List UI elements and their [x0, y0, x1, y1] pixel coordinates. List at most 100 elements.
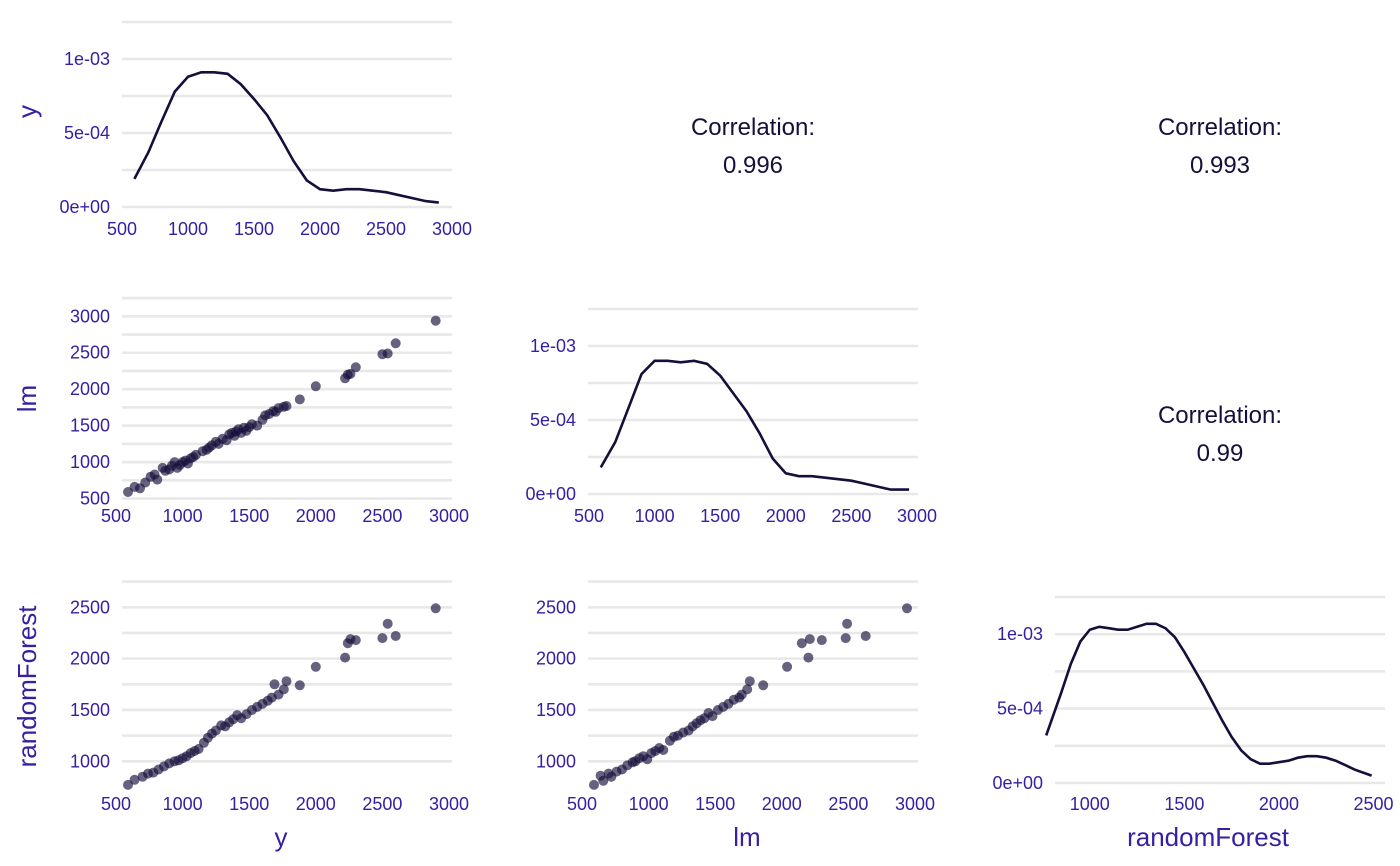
scatter-point [758, 680, 769, 691]
x-tick-label: 1500 [229, 794, 269, 814]
x-tick-label: 2500 [828, 794, 868, 814]
y-tick-label: 1000 [70, 751, 110, 771]
x-tick-label: 3000 [429, 794, 469, 814]
correlation-label: Correlation: [691, 114, 815, 141]
x-tick-label: 2000 [766, 506, 806, 526]
y-tick-label: 2000 [70, 379, 110, 399]
x-tick-label: 2000 [1259, 794, 1299, 814]
x-tick-label: 500 [101, 794, 131, 814]
x-tick-label: 3000 [432, 219, 472, 239]
scatter-point [902, 603, 912, 614]
scatter-point [658, 745, 669, 755]
y-tick-label: 5e-04 [530, 410, 576, 430]
y-tick-label: 500 [80, 489, 110, 509]
panel-y-randomforest-correlation: Correlation: 0.993 [1158, 114, 1282, 179]
x-tick-label: 2500 [831, 506, 871, 526]
x-tick-label: 1000 [163, 506, 203, 526]
x-tick-label: 1000 [168, 219, 208, 239]
correlation-label: Correlation: [1158, 114, 1282, 141]
scatter-point [430, 603, 441, 614]
scatter-point [340, 652, 351, 663]
x-tick-label: 2000 [296, 506, 336, 526]
panel-randomforest-vs-y: 1000 1500 2000 2500 500 1000 1500 2000 2500 3000 r… [12, 580, 469, 852]
y-tick-label: 2000 [536, 649, 576, 669]
correlation-value: 0.99 [1197, 440, 1244, 467]
scatter-point [598, 775, 609, 786]
y-tick-label: 2000 [70, 649, 110, 669]
x-tick-label: 2500 [362, 794, 402, 814]
scatter-point [377, 633, 388, 644]
x-tick-label: 1000 [163, 794, 203, 814]
scatter-point [129, 774, 140, 785]
scatter-point [840, 633, 851, 644]
x-tick-label: 1500 [1164, 794, 1204, 814]
density-line [1044, 622, 1373, 777]
y-tick-label: 1500 [70, 700, 110, 720]
x-tick-label: 1500 [234, 219, 274, 239]
scatter-point [345, 368, 356, 379]
scatter-point [281, 676, 292, 687]
scatter-point [390, 338, 401, 349]
x-tick-label: 3000 [895, 794, 935, 814]
x-axis-title: y [275, 822, 288, 852]
scatter-point [804, 634, 815, 645]
scatter-point [310, 661, 321, 672]
x-tick-label: 2500 [362, 506, 402, 526]
scatter-point [860, 631, 871, 641]
y-tick-label: 5e-04 [64, 123, 110, 143]
x-tick-label: 1500 [695, 794, 735, 814]
y-tick-label: 1000 [70, 452, 110, 472]
scatter-point [269, 679, 280, 690]
y-tick-label: 0e+00 [525, 484, 576, 504]
scatter-point [589, 779, 599, 790]
y-tick-label: 2500 [70, 597, 110, 617]
panel-lm-randomforest-correlation: Correlation: 0.99 [1158, 402, 1282, 467]
scatter-point [350, 635, 361, 646]
x-tick-label: 500 [107, 219, 137, 239]
scatter-point [782, 661, 793, 672]
y-tick-label: 0e+00 [992, 773, 1043, 793]
x-tick-label: 3000 [897, 506, 937, 526]
x-tick-label: 500 [567, 794, 597, 814]
x-tick-label: 1000 [635, 506, 675, 526]
y-tick-label: 5e-04 [997, 699, 1043, 719]
scatter-point [390, 631, 401, 641]
scatter-point [382, 618, 393, 629]
y-axis-title: y [12, 105, 42, 118]
panel-y-y-density: 0e+00 5e-04 1e-03 500 1000 1500 2000 2500 3000 y [12, 20, 472, 239]
y-axis-title: randomForest [12, 605, 42, 768]
density-line [133, 71, 439, 204]
scatter-point [803, 652, 814, 663]
x-tick-label: 500 [574, 506, 604, 526]
scatter-point [310, 381, 321, 392]
panel-y-lm-correlation: Correlation: 0.996 [691, 114, 815, 179]
x-tick-label: 1500 [700, 506, 740, 526]
scatter-point [152, 474, 163, 485]
density-line [599, 359, 910, 491]
x-tick-label: 2000 [296, 794, 336, 814]
x-tick-label: 3000 [429, 506, 469, 526]
x-tick-label: 1000 [1070, 794, 1110, 814]
scatter-point [382, 348, 393, 359]
scatter-point [744, 676, 755, 687]
y-tick-label: 0e+00 [59, 197, 110, 217]
y-tick-label: 3000 [70, 306, 110, 326]
scatter-point [816, 635, 827, 646]
scatter-point [842, 618, 853, 629]
scatter-point [350, 362, 361, 373]
scatter-point [742, 684, 753, 695]
scatter-point [796, 638, 807, 649]
correlation-value: 0.993 [1190, 152, 1250, 179]
panel-randomforest-randomforest-density: 0e+00 5e-04 1e-03 1000 1500 2000 2500 randomFor… [992, 595, 1394, 852]
x-tick-label: 500 [101, 506, 131, 526]
y-axis-title: lm [12, 385, 42, 412]
x-tick-label: 2000 [300, 219, 340, 239]
scatter-point [278, 684, 289, 695]
scatter-point [294, 394, 305, 405]
y-tick-label: 1500 [536, 700, 576, 720]
y-tick-label: 1e-03 [997, 624, 1043, 644]
correlation-label: Correlation: [1158, 402, 1282, 429]
correlation-value: 0.996 [723, 152, 783, 179]
x-tick-label: 1500 [229, 506, 269, 526]
